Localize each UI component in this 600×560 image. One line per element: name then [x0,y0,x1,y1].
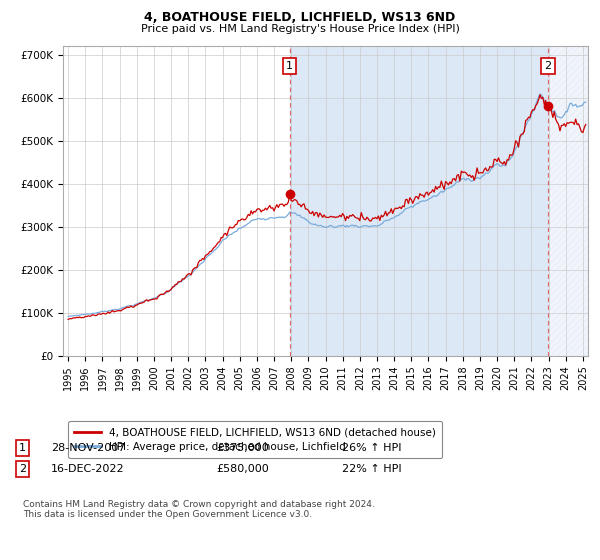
Text: 16-DEC-2022: 16-DEC-2022 [51,464,125,474]
Text: 4, BOATHOUSE FIELD, LICHFIELD, WS13 6ND: 4, BOATHOUSE FIELD, LICHFIELD, WS13 6ND [145,11,455,24]
Bar [290,46,548,356]
Text: 26% ↑ HPI: 26% ↑ HPI [342,443,401,453]
Text: 2: 2 [544,61,551,71]
Text: Contains HM Land Registry data © Crown copyright and database right 2024.
This d: Contains HM Land Registry data © Crown c… [23,500,374,519]
Text: 1: 1 [286,61,293,71]
Text: £580,000: £580,000 [216,464,269,474]
Legend: 4, BOATHOUSE FIELD, LICHFIELD, WS13 6ND (detached house), HPI: Average price, de: 4, BOATHOUSE FIELD, LICHFIELD, WS13 6ND … [68,421,442,458]
Text: 28-NOV-2007: 28-NOV-2007 [51,443,125,453]
Text: 22% ↑ HPI: 22% ↑ HPI [342,464,401,474]
Text: 2: 2 [19,464,26,474]
Bar [548,46,588,356]
Text: £375,000: £375,000 [216,443,269,453]
Text: Price paid vs. HM Land Registry's House Price Index (HPI): Price paid vs. HM Land Registry's House … [140,24,460,34]
Text: 1: 1 [19,443,26,453]
